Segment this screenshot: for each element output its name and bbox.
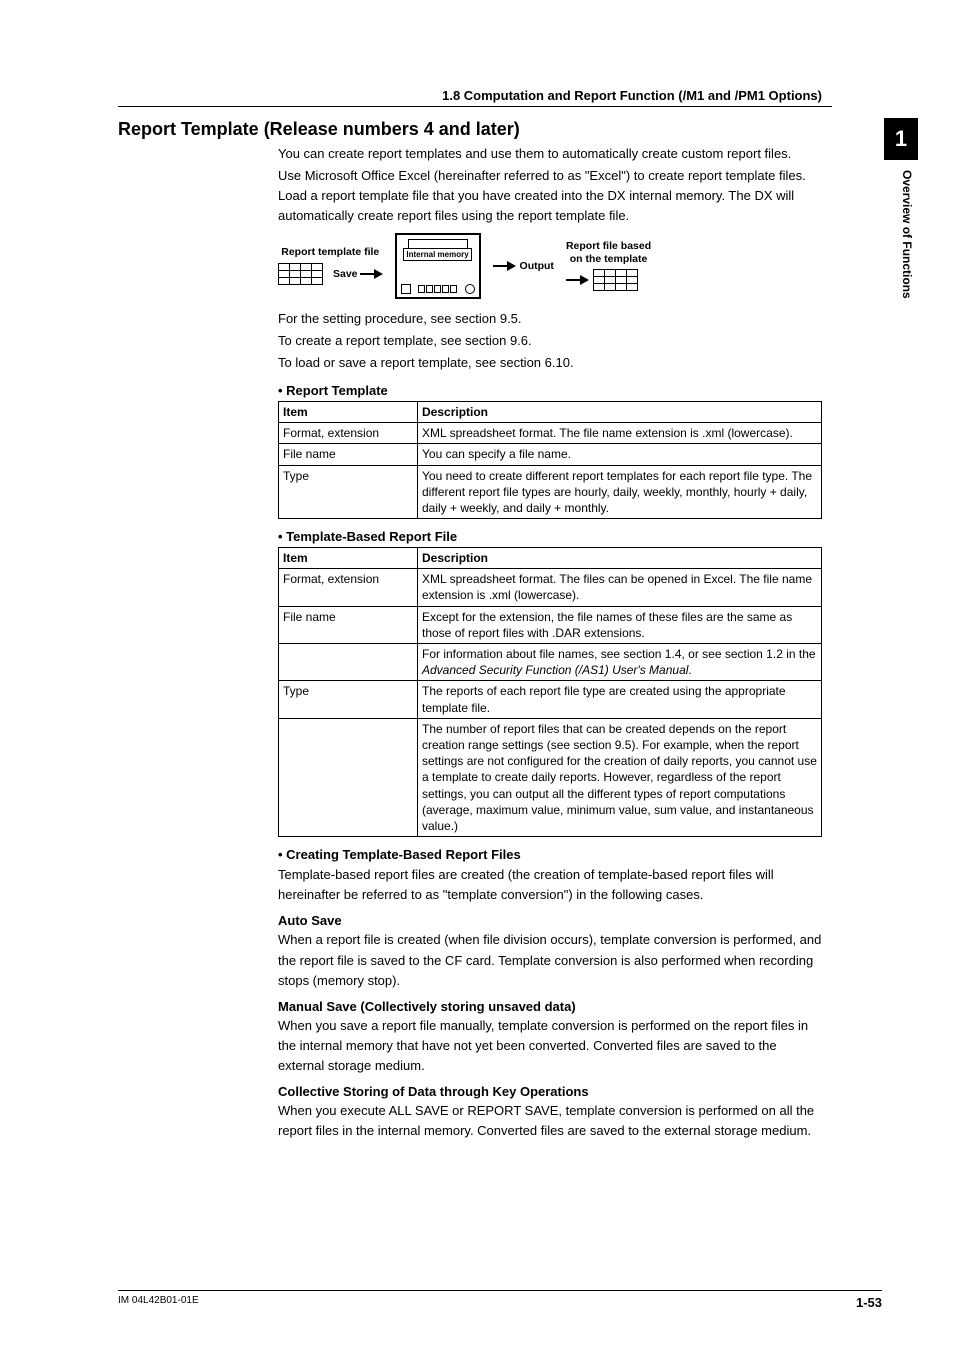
figure-right: Report file based on the template	[566, 240, 651, 291]
report-template-table: Item Description Format, extension XML s…	[278, 401, 822, 519]
output-label: Output	[520, 260, 554, 272]
internal-memory-label: Internal memory	[403, 248, 471, 261]
collective-paragraph: When you execute ALL SAVE or REPORT SAVE…	[278, 1101, 822, 1141]
save-label: Save	[333, 268, 358, 280]
table1-r2-item: Type	[279, 465, 418, 519]
table1-title: Report Template	[278, 383, 822, 398]
chapter-tab: 1	[884, 118, 918, 160]
manual-save-paragraph: When you save a report file manually, te…	[278, 1016, 822, 1076]
after-fig-line-3: To load or save a report template, see s…	[278, 353, 822, 373]
figure-right-label-l2: on the template	[566, 253, 651, 266]
table2-head-item: Item	[279, 548, 418, 569]
figure-left: Report template file Save	[278, 246, 383, 285]
table-row: Type You need to create different report…	[279, 465, 822, 519]
table1-r1-item: File name	[279, 444, 418, 465]
table1-r0-item: Format, extension	[279, 423, 418, 444]
table2-r2-desc: For information about file names, see se…	[418, 644, 822, 681]
template-based-file-table: Item Description Format, extension XML s…	[278, 547, 822, 837]
table2-title: Template-Based Report File	[278, 529, 822, 544]
footer-doc-id: IM 04L42B01-01E	[118, 1295, 199, 1310]
table2-r4-item	[279, 718, 418, 836]
spreadsheet-icon	[278, 263, 323, 285]
after-fig-line-2: To create a report template, see section…	[278, 331, 822, 351]
device-icon: Internal memory	[395, 233, 481, 299]
table-row: Format, extension XML spreadsheet format…	[279, 423, 822, 444]
page-title: Report Template (Release numbers 4 and l…	[118, 119, 882, 140]
after-fig-line-1: For the setting procedure, see section 9…	[278, 309, 822, 329]
table2-r1-desc: Except for the extension, the file names…	[418, 606, 822, 643]
table-row: File name You can specify a file name.	[279, 444, 822, 465]
creating-intro: Template-based report files are created …	[278, 865, 822, 905]
figure-left-label: Report template file	[278, 246, 383, 259]
footer-page-number: 1-53	[856, 1295, 882, 1310]
intro-paragraph-2: Use Microsoft Office Excel (hereinafter …	[278, 166, 822, 226]
page: 1.8 Computation and Report Function (/M1…	[0, 0, 954, 1350]
table2-r2-item	[279, 644, 418, 681]
output-arrow: Output	[493, 260, 554, 272]
collective-heading: Collective Storing of Data through Key O…	[278, 1084, 822, 1099]
table-row: File name Except for the extension, the …	[279, 606, 822, 643]
auto-save-paragraph: When a report file is created (when file…	[278, 930, 822, 990]
table1-head-desc: Description	[418, 401, 822, 422]
table-row: For information about file names, see se…	[279, 644, 822, 681]
template-figure: Report template file Save	[278, 233, 822, 299]
table2-r0-desc: XML spreadsheet format. The files can be…	[418, 569, 822, 606]
table-row: Type The reports of each report file typ…	[279, 681, 822, 718]
table1-r1-desc: You can specify a file name.	[418, 444, 822, 465]
table2-r0-item: Format, extension	[279, 569, 418, 606]
table-row: Format, extension XML spreadsheet format…	[279, 569, 822, 606]
creating-title: Creating Template-Based Report Files	[278, 847, 822, 862]
spreadsheet-icon	[593, 269, 638, 291]
manual-save-heading: Manual Save (Collectively storing unsave…	[278, 999, 822, 1014]
table2-r3-item: Type	[279, 681, 418, 718]
side-chapter-label: Overview of Functions	[888, 170, 914, 430]
content-column: You can create report templates and use …	[278, 144, 822, 1142]
table2-head-desc: Description	[418, 548, 822, 569]
save-arrow: Save	[333, 268, 383, 280]
table2-r1-item: File name	[279, 606, 418, 643]
intro-paragraph-1: You can create report templates and use …	[278, 144, 822, 164]
table-row: The number of report files that can be c…	[279, 718, 822, 836]
figure-right-label-l1: Report file based	[566, 240, 651, 253]
page-footer: IM 04L42B01-01E 1-53	[118, 1290, 882, 1310]
section-header: 1.8 Computation and Report Function (/M1…	[118, 88, 832, 107]
table1-head-item: Item	[279, 401, 418, 422]
table2-r3-desc: The reports of each report file type are…	[418, 681, 822, 718]
auto-save-heading: Auto Save	[278, 913, 822, 928]
table1-r2-desc: You need to create different report temp…	[418, 465, 822, 519]
table2-r4-desc: The number of report files that can be c…	[418, 718, 822, 836]
table1-r0-desc: XML spreadsheet format. The file name ex…	[418, 423, 822, 444]
